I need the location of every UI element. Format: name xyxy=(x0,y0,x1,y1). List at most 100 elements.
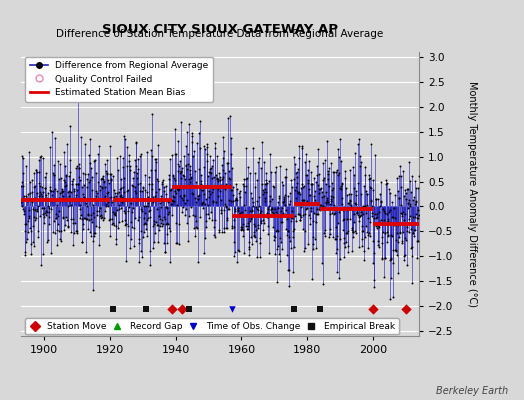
Point xyxy=(195,144,204,151)
Point xyxy=(34,203,42,210)
Point xyxy=(104,194,113,201)
Point xyxy=(405,229,413,236)
Point xyxy=(386,257,394,263)
Point xyxy=(156,223,164,230)
Point xyxy=(95,208,104,214)
Point xyxy=(133,195,141,202)
Point xyxy=(144,215,152,221)
Point xyxy=(59,193,67,199)
Point xyxy=(152,158,161,165)
Point xyxy=(249,203,257,210)
Point xyxy=(49,196,57,203)
Point xyxy=(385,220,393,226)
Point xyxy=(368,210,376,216)
Point xyxy=(221,201,230,208)
Point xyxy=(393,175,401,182)
Point xyxy=(108,216,116,222)
Point xyxy=(288,208,297,214)
Point xyxy=(184,182,193,188)
Point xyxy=(31,217,39,223)
Point xyxy=(404,205,412,212)
Point xyxy=(152,188,160,195)
Point xyxy=(297,142,305,149)
Point xyxy=(399,229,408,235)
Point xyxy=(56,198,64,204)
Point xyxy=(324,182,333,189)
Point xyxy=(106,170,115,177)
Point xyxy=(260,180,269,187)
Point xyxy=(270,250,279,257)
Point xyxy=(212,175,221,181)
Point xyxy=(104,199,113,206)
Point xyxy=(17,183,25,190)
Point xyxy=(126,163,135,169)
Point xyxy=(66,168,74,175)
Point xyxy=(17,198,26,205)
Point xyxy=(47,250,56,256)
Point xyxy=(216,184,224,190)
Point xyxy=(381,210,390,216)
Point xyxy=(250,184,259,190)
Point xyxy=(102,168,111,174)
Point xyxy=(97,214,106,220)
Point xyxy=(249,144,257,151)
Point xyxy=(400,193,409,199)
Point xyxy=(394,270,402,276)
Point xyxy=(224,175,233,181)
Point xyxy=(334,172,342,179)
Point xyxy=(228,187,236,193)
Point xyxy=(19,183,28,190)
Point xyxy=(221,181,230,187)
Point xyxy=(27,198,36,204)
Point xyxy=(146,261,155,268)
Point xyxy=(259,227,267,234)
Point xyxy=(145,214,154,221)
Point xyxy=(57,227,65,234)
Point xyxy=(49,172,58,178)
Point xyxy=(179,196,187,203)
Point xyxy=(322,188,331,195)
Point xyxy=(50,172,58,178)
Point xyxy=(57,238,66,244)
Point xyxy=(278,204,286,211)
Point xyxy=(231,206,239,212)
Point xyxy=(147,196,156,202)
Point xyxy=(300,182,309,189)
Point xyxy=(393,252,401,258)
Point xyxy=(271,206,279,212)
Point xyxy=(236,224,245,230)
Point xyxy=(114,202,123,208)
Point xyxy=(201,200,210,207)
Point xyxy=(82,215,91,222)
Point xyxy=(83,171,92,178)
Point xyxy=(271,208,280,215)
Point xyxy=(119,208,128,215)
Point xyxy=(54,158,62,164)
Point xyxy=(260,198,269,204)
Point xyxy=(282,166,290,172)
Point xyxy=(140,203,149,210)
Point xyxy=(326,210,334,217)
Point xyxy=(287,218,295,224)
Point xyxy=(40,214,48,220)
Point xyxy=(153,222,161,228)
Point xyxy=(82,248,90,255)
Point xyxy=(371,210,379,217)
Point xyxy=(405,196,413,203)
Point xyxy=(160,216,169,222)
Point xyxy=(58,188,67,195)
Point xyxy=(300,197,308,203)
Point xyxy=(241,188,249,195)
Point xyxy=(259,187,267,193)
Point xyxy=(180,153,188,160)
Point xyxy=(142,305,150,312)
Point xyxy=(302,150,310,157)
Point xyxy=(324,176,332,182)
Point xyxy=(309,217,317,224)
Point xyxy=(310,210,318,216)
Point xyxy=(234,205,243,211)
Point xyxy=(61,222,69,228)
Point xyxy=(411,226,419,233)
Point xyxy=(243,225,251,232)
Point xyxy=(180,212,189,218)
